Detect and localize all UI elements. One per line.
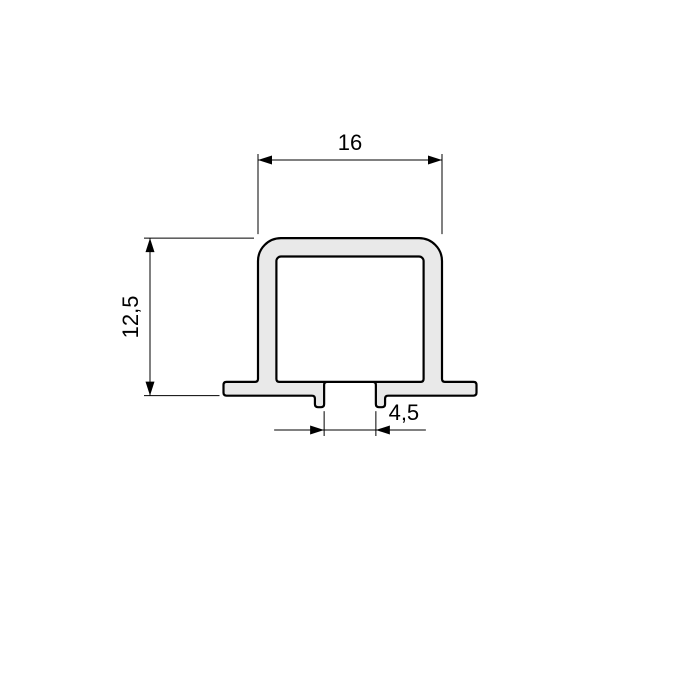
arrowhead	[376, 426, 390, 435]
arrowhead	[146, 238, 155, 252]
profile-cross-section	[224, 238, 477, 407]
dim-value-height: 12,5	[118, 295, 143, 338]
arrowhead	[310, 426, 324, 435]
arrowhead	[146, 382, 155, 396]
dim-value-slot: 4,5	[389, 400, 420, 425]
arrowhead	[428, 156, 442, 165]
technical-drawing: 16 12,5 4,5	[0, 0, 700, 700]
arrowhead	[258, 156, 272, 165]
dim-value-width: 16	[338, 130, 362, 155]
